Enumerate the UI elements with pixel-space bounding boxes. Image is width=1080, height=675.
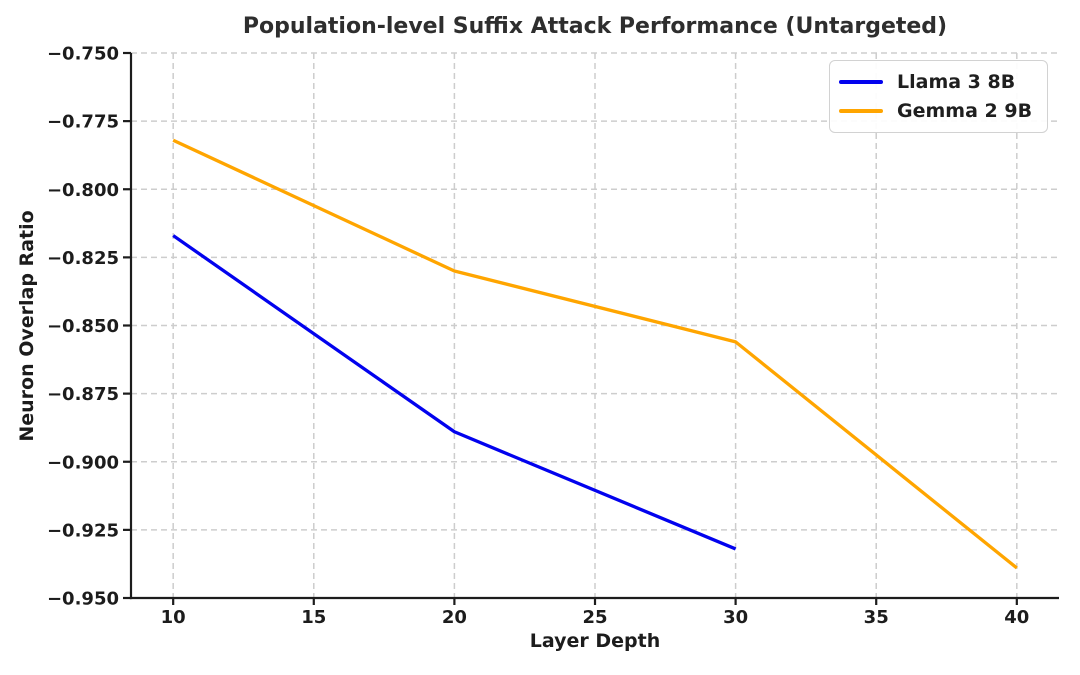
y-tick-label: −0.925	[47, 520, 119, 541]
x-tick-label: 40	[1004, 607, 1029, 628]
x-tick-label: 25	[582, 607, 607, 628]
chart-title: Population-level Suffix Attack Performan…	[242, 14, 948, 39]
legend-line-swatch	[839, 109, 883, 113]
y-tick-label: −0.875	[47, 384, 119, 405]
x-tick-label: 15	[301, 607, 326, 628]
x-tick-label: 30	[723, 607, 748, 628]
x-tick-label: 20	[442, 607, 467, 628]
series-line-llama-3-8b	[172, 234, 737, 551]
legend-item: Llama 3 8B	[839, 68, 1032, 96]
legend-label: Gemma 2 9B	[897, 100, 1033, 122]
legend-item: Gemma 2 9B	[839, 97, 1032, 125]
legend-label: Llama 3 8B	[897, 71, 1016, 93]
y-tick-label: −0.750	[47, 44, 119, 65]
y-tick-label: −0.800	[47, 180, 119, 201]
y-tick-label: −0.850	[47, 316, 119, 337]
y-axis-label: Neuron Overlap Ratio	[16, 210, 38, 442]
y-tick-label: −0.775	[47, 112, 119, 133]
legend: Llama 3 8B Gemma 2 9B	[829, 60, 1049, 133]
x-tick-label: 35	[864, 607, 889, 628]
x-tick-label: 10	[161, 607, 186, 628]
y-tick-label: −0.900	[47, 452, 119, 473]
x-axis-label: Layer Depth	[529, 630, 661, 652]
series-line-gemma-2-9b	[172, 138, 1018, 570]
legend-line-swatch	[839, 80, 883, 84]
y-tick-label: −0.950	[47, 589, 119, 610]
y-tick-label: −0.825	[47, 248, 119, 269]
